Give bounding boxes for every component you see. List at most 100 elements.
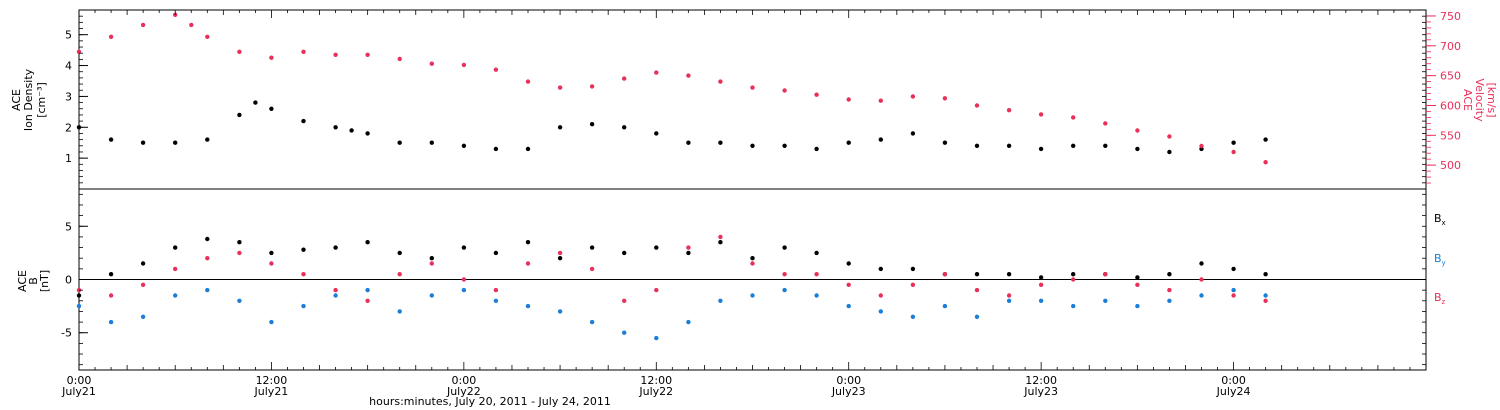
by-point xyxy=(1103,298,1108,303)
b-axis-label-line-2: B xyxy=(27,277,40,285)
x-tick-time-label: 12:00 xyxy=(640,374,672,387)
bz-point xyxy=(974,287,980,293)
bx-point xyxy=(397,250,402,256)
by-point xyxy=(333,293,338,298)
velocity-point xyxy=(108,34,114,39)
bz-point xyxy=(750,261,755,266)
by-point xyxy=(365,287,370,293)
by-point xyxy=(461,287,467,293)
velocity-point xyxy=(397,56,402,62)
velocity-point xyxy=(525,79,531,84)
by-point xyxy=(1071,303,1076,309)
bx-point xyxy=(846,261,851,266)
b-tick-label: -5 xyxy=(61,327,72,340)
bx-point xyxy=(974,272,980,277)
density-point xyxy=(750,143,755,148)
by-point xyxy=(397,309,402,314)
density-point xyxy=(237,112,242,118)
velocity-point xyxy=(878,98,883,103)
velocity-point xyxy=(301,49,306,54)
bx-point xyxy=(1071,272,1076,277)
bx-point xyxy=(173,245,178,250)
density-point xyxy=(1103,143,1108,148)
b-axis-label-line-3: [nT] xyxy=(38,270,51,292)
density-point xyxy=(1167,149,1172,155)
by-point xyxy=(750,293,755,298)
x-tick-time-label: 0:00 xyxy=(67,374,92,387)
bz-point xyxy=(622,298,627,303)
x-tick-day-label: July22 xyxy=(446,385,481,398)
velocity-point xyxy=(1263,160,1268,165)
bx-point xyxy=(269,250,274,256)
velocity-point xyxy=(1071,115,1076,120)
velocity-point xyxy=(493,67,499,72)
x-tick-time-label: 12:00 xyxy=(1025,374,1057,387)
density-point xyxy=(1231,140,1236,145)
x-tick-day-label: July23 xyxy=(831,385,866,398)
x-tick-time-label: 0:00 xyxy=(836,374,861,387)
bz-point xyxy=(205,256,210,261)
velocity-point xyxy=(654,70,659,75)
x-axis: 0:00July2112:00July210:00July2212:00July… xyxy=(61,10,1427,398)
bz-point xyxy=(1263,298,1268,303)
panel-1-marks xyxy=(76,12,1268,165)
bx-point xyxy=(301,247,306,252)
density-axis-label-line-1: ACE xyxy=(10,89,23,111)
velocity-point xyxy=(686,73,691,78)
bz-point xyxy=(1071,277,1076,282)
by-point xyxy=(622,330,627,335)
velocity-point xyxy=(974,103,980,108)
density-point xyxy=(205,137,210,142)
bz-point xyxy=(654,287,659,293)
bz-point xyxy=(942,272,948,277)
bz-point xyxy=(910,282,916,287)
by-point xyxy=(942,303,948,309)
density-point xyxy=(974,143,980,148)
bz-point xyxy=(333,287,338,293)
density-tick-label: 2 xyxy=(65,121,72,134)
bx-point xyxy=(814,250,819,256)
velocity-point xyxy=(237,49,242,54)
by-point xyxy=(301,303,306,309)
velocity-point xyxy=(140,22,146,28)
bx-point xyxy=(1006,272,1012,277)
velocity-axis-label-line-2: Velocity xyxy=(1473,78,1486,122)
density-point xyxy=(1038,146,1044,152)
by-point xyxy=(140,314,146,319)
bx-point xyxy=(205,236,210,242)
bx-point xyxy=(654,245,659,250)
velocity-point xyxy=(942,96,948,101)
by-point xyxy=(557,309,563,314)
by-point xyxy=(878,309,883,314)
density-axis-label-line-3: [cm⁻³] xyxy=(35,82,48,118)
bz-point xyxy=(237,250,242,256)
bx-point xyxy=(493,250,499,256)
by-point xyxy=(76,303,82,309)
x-tick-day-label: July21 xyxy=(61,385,96,398)
velocity-point xyxy=(1038,112,1044,117)
b-axis-ticks: -5 0 5 xyxy=(61,193,1426,366)
by-point xyxy=(1038,298,1044,303)
velocity-point xyxy=(910,94,916,99)
bz-point xyxy=(557,250,563,256)
velocity-point xyxy=(189,22,194,28)
density-point xyxy=(878,137,883,142)
bx-point xyxy=(686,250,691,256)
x-tick-time-label: 0:00 xyxy=(452,374,477,387)
b-tick-label: 0 xyxy=(65,274,72,287)
legend-bx: Bx xyxy=(1434,212,1446,227)
density-point xyxy=(686,140,691,145)
velocity-point xyxy=(718,79,723,84)
density-point xyxy=(349,128,354,133)
bx-point xyxy=(461,245,467,250)
by-point xyxy=(718,298,723,303)
bz-point xyxy=(1167,287,1172,293)
bz-point xyxy=(1103,272,1108,277)
bz-point xyxy=(718,234,723,240)
density-point xyxy=(718,140,723,145)
x-tick-time-label: 0:00 xyxy=(1221,374,1246,387)
by-point xyxy=(205,287,210,293)
by-point xyxy=(814,293,819,298)
bz-point xyxy=(1231,293,1236,298)
density-point xyxy=(253,100,258,105)
